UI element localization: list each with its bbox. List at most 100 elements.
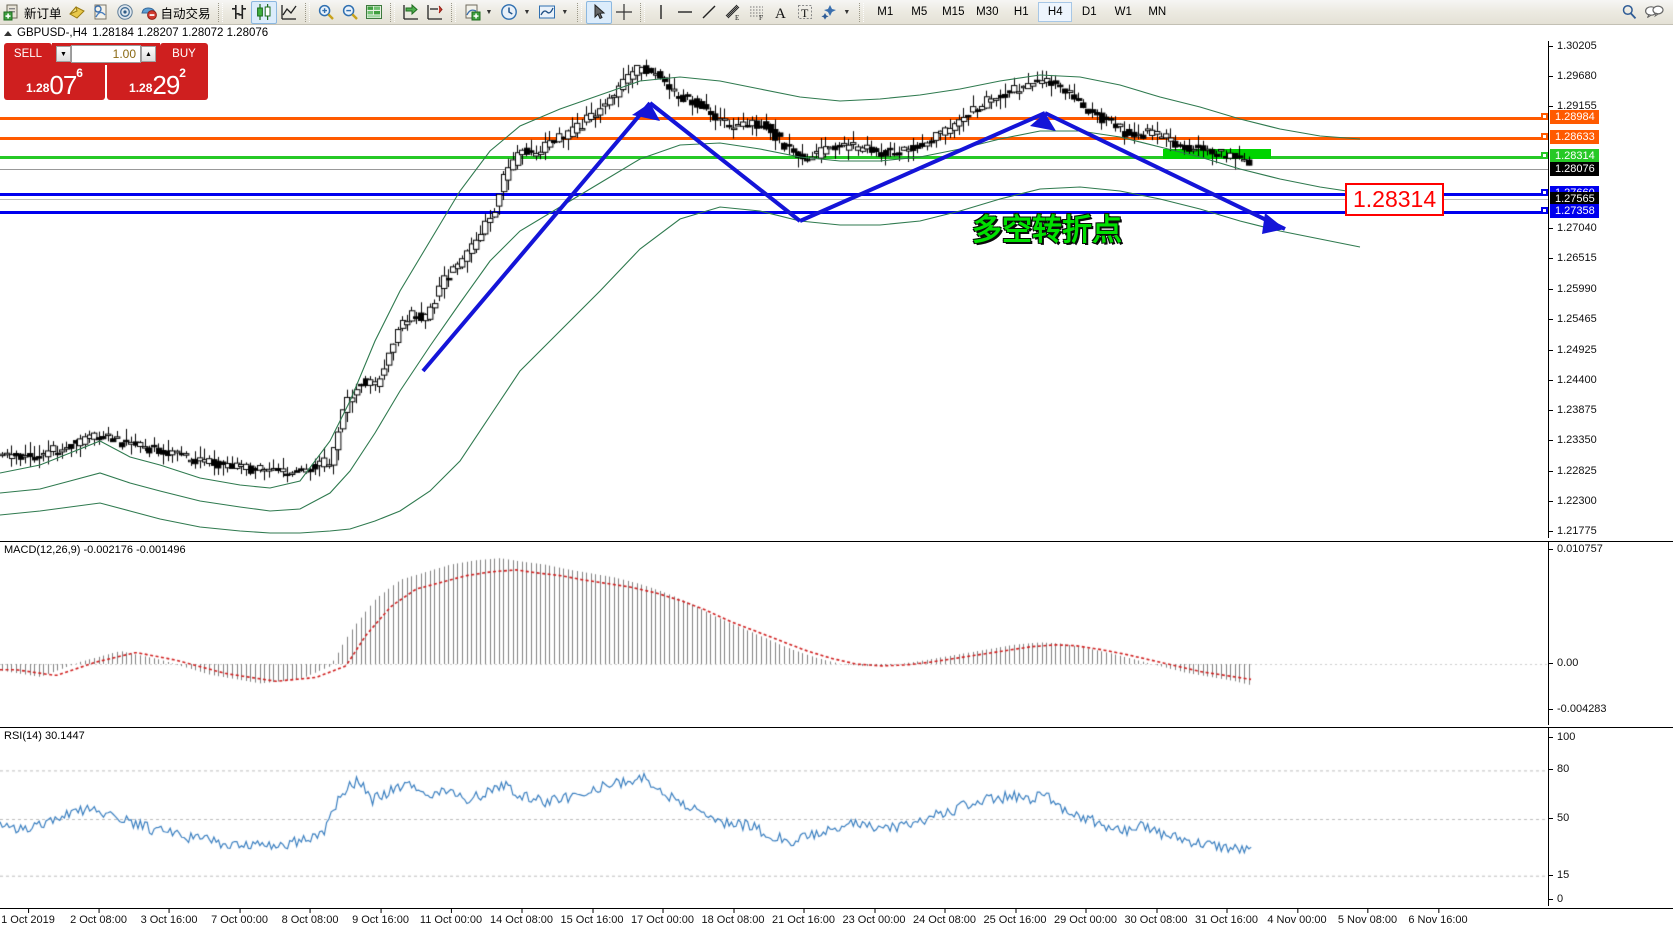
vertical-line-button[interactable] [649, 1, 673, 24]
macd-plot[interactable] [0, 542, 1548, 725]
chevron-down-icon[interactable]: ▼ [523, 8, 531, 16]
macd-axis: 0.010757 0.00 -0.004283 [1548, 542, 1673, 725]
sell-button[interactable]: SELL [4, 43, 52, 65]
buy-price-prefix: 1.28 [129, 81, 153, 95]
timeframe-m15[interactable]: M15 [942, 6, 965, 18]
text-button[interactable]: A [769, 1, 793, 24]
price-level-tag[interactable]: 1.28984 [1541, 110, 1599, 125]
volume-dropdown-button[interactable]: ▼ [56, 46, 71, 62]
volume-input[interactable]: 1.00 [112, 47, 136, 61]
autotrading-icon [140, 3, 158, 21]
timeframe-h4[interactable]: H4 [1038, 2, 1073, 22]
timeframe-m5[interactable]: M5 [911, 6, 928, 18]
bar-chart-icon [230, 3, 248, 21]
crosshair-button[interactable] [612, 1, 636, 24]
trendline-icon [700, 3, 718, 21]
time-axis-label: 24 Oct 08:00 [913, 908, 976, 926]
autotrading-label: 自动交易 [160, 6, 211, 21]
toolbar-separator [304, 2, 310, 22]
line-chart-button[interactable] [277, 1, 301, 24]
symbol-ohlc: 1.28184 1.28207 1.28072 1.28076 [92, 27, 269, 39]
time-axis-label: 25 Oct 16:00 [983, 908, 1047, 926]
chat-icon [1644, 3, 1664, 21]
price-plot[interactable]: 多空转折点 [0, 41, 1548, 538]
price-axis[interactable]: 1.30205 1.29680 1.29155 1.27040 1.26515 1.259… [1541, 40, 1673, 538]
rsi-canvas [0, 728, 1548, 906]
chat-button[interactable] [1641, 1, 1665, 24]
sell-price-display[interactable]: 1.28 07 6 [4, 65, 105, 100]
auto-scroll-button[interactable] [399, 1, 423, 24]
svg-text:A: A [775, 6, 786, 21]
chevron-down-icon[interactable]: ▼ [485, 8, 493, 16]
time-axis-label: 1 Oct 2019 [1, 908, 55, 926]
search-button[interactable] [1617, 1, 1641, 24]
new-order-icon [3, 3, 21, 21]
price-pane[interactable]: 多空转折点 1.30205 1.29680 1.29155 1.27040 1.2651… [0, 40, 1673, 538]
trendline-button[interactable] [697, 1, 721, 24]
rsi-axis-tick: 50 [1549, 812, 1569, 824]
period-button[interactable]: ▼ [497, 1, 535, 24]
price-axis-tick: 1.24925 [1549, 344, 1597, 356]
macd-pane[interactable]: MACD(12,26,9) -0.002176 -0.001496 0.0107… [0, 541, 1673, 725]
collapse-icon[interactable] [4, 30, 12, 36]
price-axis-tick: 1.23875 [1549, 404, 1597, 416]
rsi-pane[interactable]: RSI(14) 30.1447 100 80 50 15 0 [0, 727, 1673, 906]
one-click-trading-panel[interactable]: SELL ▼ 1.00 ▲ BUY 1.28 07 6 1.28 29 2 [4, 43, 208, 100]
rsi-axis-tick: 80 [1549, 763, 1569, 775]
price-level-tag[interactable]: 1.28076 [1550, 162, 1599, 177]
time-axis-label: 2 Oct 08:00 [70, 908, 127, 926]
shapes-icon [820, 3, 838, 21]
chevron-down-icon[interactable]: ▼ [843, 8, 851, 16]
chart-grid-button[interactable] [362, 1, 386, 24]
price-level-tag[interactable]: 1.28314 [1541, 148, 1599, 163]
new-order-button[interactable]: 新订单 [0, 1, 65, 24]
price-level-tag[interactable]: 1.27565 [1550, 191, 1599, 206]
timeframe-w1[interactable]: W1 [1114, 6, 1132, 18]
toolbar-separator [577, 2, 583, 22]
signals-button[interactable] [113, 1, 137, 24]
time-axis-label: 5 Nov 08:00 [1337, 908, 1398, 926]
buy-button[interactable]: BUY [160, 43, 208, 65]
chart-area[interactable]: 多空转折点 1.30205 1.29680 1.29155 1.27040 1.2651… [0, 40, 1673, 948]
indicators-button[interactable]: ▼ [460, 1, 498, 24]
time-axis-label: 4 Nov 00:00 [1267, 908, 1327, 926]
autotrading-button[interactable]: 自动交易 [137, 1, 214, 24]
data-window-button[interactable] [89, 1, 113, 24]
zoom-out-button[interactable] [338, 1, 362, 24]
cursor-button[interactable] [586, 0, 613, 24]
timeframe-d1[interactable]: D1 [1081, 6, 1097, 18]
templates-icon [538, 3, 556, 21]
candlestick-chart-button[interactable] [250, 0, 277, 24]
price-level-tag[interactable]: 1.27358 [1541, 203, 1599, 218]
expert-advisor-button[interactable] [65, 1, 89, 24]
price-level-tag[interactable]: 1.28633 [1541, 130, 1599, 145]
timeframe-m1[interactable]: M1 [877, 6, 894, 18]
time-axis-label: 18 Oct 08:00 [701, 908, 765, 926]
shapes-button[interactable]: ▼ [817, 1, 855, 24]
chevron-down-icon[interactable]: ▼ [561, 8, 569, 16]
svg-text:T: T [801, 6, 809, 20]
rsi-axis: 100 80 50 15 0 [1548, 728, 1673, 906]
timeframe-h1[interactable]: H1 [1013, 6, 1029, 18]
toolbar-separator [389, 2, 395, 22]
zoom-in-button[interactable] [314, 1, 338, 24]
zoom-out-icon [341, 3, 359, 21]
buy-price-display[interactable]: 1.28 29 2 [107, 65, 208, 100]
chart-shift-button[interactable] [423, 1, 447, 24]
text-label-button[interactable]: T [793, 1, 817, 24]
timeframe-m30[interactable]: M30 [976, 6, 999, 18]
svg-text:E: E [735, 14, 739, 21]
price-axis-tick: 1.29680 [1549, 70, 1597, 82]
timeframe-mn[interactable]: MN [1148, 6, 1167, 18]
macd-axis-tick: -0.004283 [1549, 703, 1607, 715]
bar-chart-button[interactable] [227, 1, 251, 24]
volume-increment-button[interactable]: ▲ [141, 46, 156, 62]
fibonacci-button[interactable]: F [745, 1, 769, 24]
templates-button[interactable]: ▼ [535, 1, 573, 24]
volume-control[interactable]: ▼ 1.00 ▲ [52, 43, 160, 65]
rsi-plot[interactable] [0, 728, 1548, 906]
price-axis-tick: 1.26515 [1549, 252, 1597, 264]
equidistant-channel-button[interactable]: E [721, 1, 745, 24]
macd-label: MACD(12,26,9) -0.002176 -0.001496 [4, 544, 186, 556]
horizontal-line-button[interactable] [673, 1, 697, 24]
